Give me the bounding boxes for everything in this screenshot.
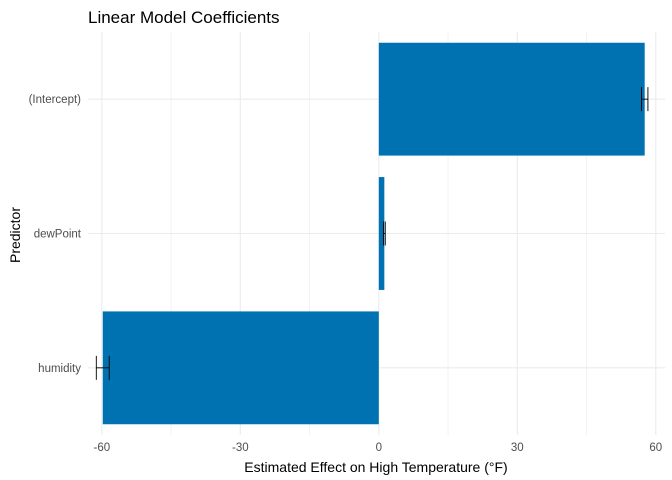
x-tick-label: 30	[511, 442, 524, 454]
bars	[102, 42, 645, 425]
bar	[102, 311, 379, 425]
y-tick-label: (Intercept)	[29, 94, 82, 106]
x-tick-label: -60	[94, 442, 111, 454]
y-tick-label: humidity	[38, 363, 81, 375]
x-tick-label: 60	[649, 442, 662, 454]
bar	[378, 42, 645, 156]
y-tick-label: dewPoint	[34, 229, 82, 241]
y-axis-label: Predictor	[7, 207, 23, 263]
bar	[378, 177, 385, 290]
x-axis-label: Estimated Effect on High Temperature (°F…	[244, 459, 507, 475]
x-tick-label: 0	[376, 442, 382, 454]
error-bars	[95, 87, 649, 380]
x-tick-labels: -60 -30 0 30 60	[94, 442, 663, 454]
x-tick-label: -30	[232, 442, 249, 454]
y-tick-labels: (Intercept) dewPoint humidity	[29, 94, 82, 375]
chart-title: Linear Model Coefficients	[88, 8, 280, 27]
